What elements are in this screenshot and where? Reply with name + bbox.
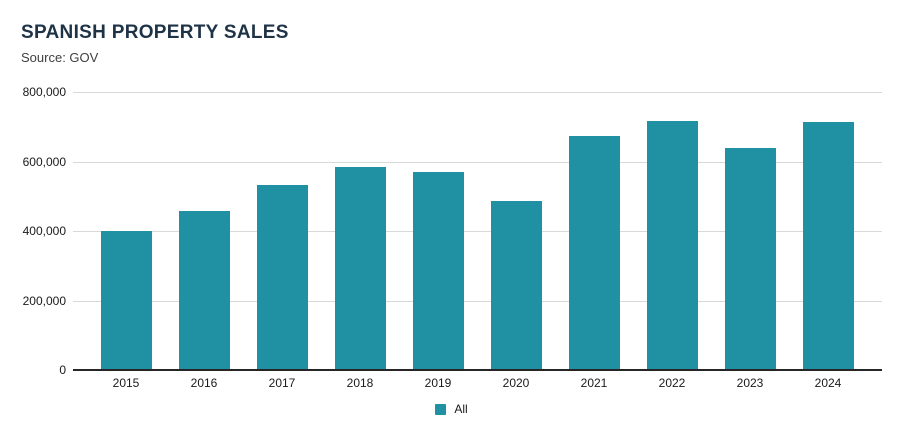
- bar-2024[interactable]: [802, 121, 854, 370]
- bars-area: [87, 92, 867, 370]
- bar-2020[interactable]: [490, 201, 542, 370]
- x-axis-tick-label: 2021: [580, 376, 608, 390]
- bar-band: [789, 92, 867, 370]
- bar-band: [555, 92, 633, 370]
- bar-band: [711, 92, 789, 370]
- bar-band: [477, 92, 555, 370]
- bar-band: [87, 92, 165, 370]
- x-axis-line: [73, 369, 882, 371]
- y-axis-tick-label: 200,000: [22, 293, 66, 308]
- x-axis-tick-label: 2018: [346, 376, 374, 390]
- x-axis-tick-label: 2023: [736, 376, 764, 390]
- bar-2015[interactable]: [100, 230, 152, 370]
- bar-band: [165, 92, 243, 370]
- bar-2018[interactable]: [334, 166, 386, 370]
- x-axis-tick-label: 2016: [190, 376, 218, 390]
- x-axis-tick-label: 2022: [658, 376, 686, 390]
- x-axis-tick-label: 2020: [502, 376, 530, 390]
- gridline: [73, 92, 882, 93]
- chart-source: Source: GOV: [21, 50, 99, 65]
- x-axis-tick-label: 2017: [268, 376, 296, 390]
- legend-swatch: [435, 403, 447, 415]
- x-axis-tick-labels: 2015 2016 2017 2018 2019 2020 2021 2022 2023 2024: [87, 377, 867, 390]
- bar-band: [321, 92, 399, 370]
- gridline: [73, 231, 882, 232]
- bar-2016[interactable]: [178, 211, 230, 370]
- bar-2023[interactable]: [724, 147, 776, 370]
- legend-item-all[interactable]: All: [435, 402, 468, 416]
- y-axis-tick-label: 400,000: [22, 224, 66, 238]
- y-axis-tick-label: 800,000: [22, 85, 66, 99]
- x-axis-tick-label: 2024: [814, 376, 842, 390]
- gridline: [73, 300, 882, 302]
- bar-2021[interactable]: [568, 135, 620, 370]
- bar-band: [243, 92, 321, 370]
- gridline: [73, 161, 882, 163]
- bar-band: [633, 92, 711, 370]
- x-axis-tick-label: 2019: [424, 376, 452, 390]
- bar-band: [399, 92, 477, 370]
- chart-title: SPANISH PROPERTY SALES: [21, 22, 289, 43]
- bar-2019[interactable]: [412, 172, 464, 370]
- x-axis-tick-label: 2015: [112, 376, 140, 390]
- y-axis-tick-label: 600,000: [22, 154, 66, 169]
- bar-2017[interactable]: [256, 185, 308, 370]
- legend: All: [0, 402, 903, 416]
- legend-item-label: All: [454, 402, 468, 416]
- bar-2022[interactable]: [646, 120, 698, 370]
- y-axis-tick-label: 0: [59, 363, 66, 377]
